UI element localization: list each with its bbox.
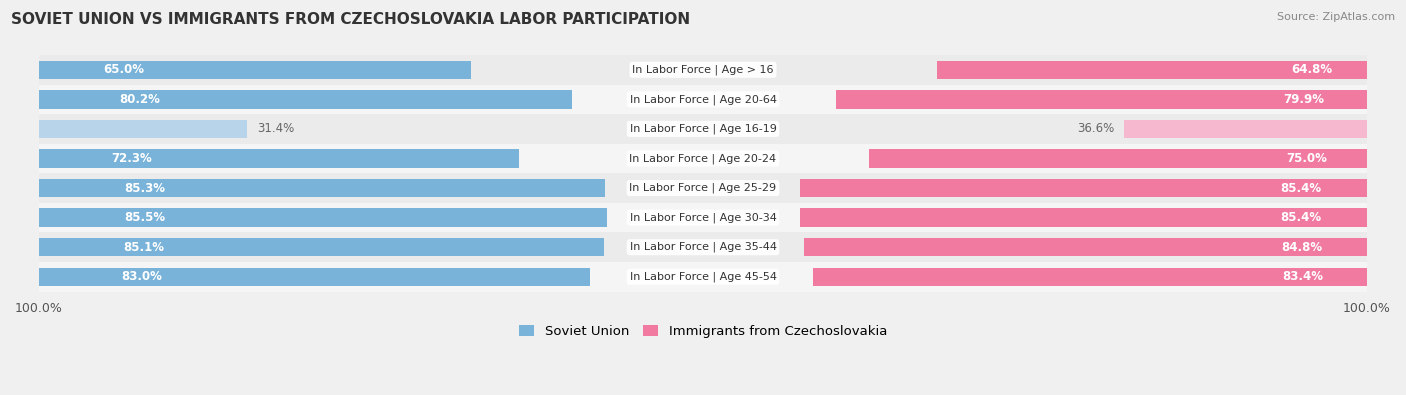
Bar	[936, 60, 1367, 79]
Bar	[39, 203, 1367, 232]
Bar	[39, 114, 1367, 144]
Bar	[39, 120, 247, 138]
Text: In Labor Force | Age 16-19: In Labor Force | Age 16-19	[630, 124, 776, 134]
Bar	[804, 238, 1367, 256]
Text: 79.9%: 79.9%	[1284, 93, 1324, 106]
Text: 85.5%: 85.5%	[124, 211, 166, 224]
Bar	[39, 232, 1367, 262]
Bar	[39, 209, 607, 227]
Bar	[1123, 120, 1367, 138]
Bar	[813, 267, 1367, 286]
Text: 36.6%: 36.6%	[1077, 122, 1114, 135]
Bar	[39, 90, 571, 109]
Legend: Soviet Union, Immigrants from Czechoslovakia: Soviet Union, Immigrants from Czechoslov…	[513, 320, 893, 343]
Text: 72.3%: 72.3%	[111, 152, 152, 165]
Text: Source: ZipAtlas.com: Source: ZipAtlas.com	[1277, 12, 1395, 22]
Text: SOVIET UNION VS IMMIGRANTS FROM CZECHOSLOVAKIA LABOR PARTICIPATION: SOVIET UNION VS IMMIGRANTS FROM CZECHOSL…	[11, 12, 690, 27]
Text: 85.1%: 85.1%	[124, 241, 165, 254]
Bar	[39, 60, 471, 79]
Bar	[39, 55, 1367, 85]
Text: In Labor Force | Age 20-64: In Labor Force | Age 20-64	[630, 94, 776, 105]
Text: 85.3%: 85.3%	[124, 182, 165, 195]
Bar	[869, 149, 1367, 167]
Text: In Labor Force | Age 35-44: In Labor Force | Age 35-44	[630, 242, 776, 252]
Text: 83.4%: 83.4%	[1282, 270, 1323, 283]
Bar	[39, 238, 605, 256]
Text: In Labor Force | Age 45-54: In Labor Force | Age 45-54	[630, 271, 776, 282]
Text: In Labor Force | Age > 16: In Labor Force | Age > 16	[633, 64, 773, 75]
Text: 84.8%: 84.8%	[1281, 241, 1322, 254]
Bar	[39, 179, 606, 197]
Text: 83.0%: 83.0%	[121, 270, 163, 283]
Text: 80.2%: 80.2%	[120, 93, 160, 106]
Text: 75.0%: 75.0%	[1286, 152, 1327, 165]
Text: 31.4%: 31.4%	[257, 122, 295, 135]
Bar	[39, 85, 1367, 114]
Text: 65.0%: 65.0%	[104, 63, 145, 76]
Bar	[39, 149, 519, 167]
Bar	[800, 209, 1367, 227]
Bar	[39, 267, 591, 286]
Text: In Labor Force | Age 25-29: In Labor Force | Age 25-29	[630, 183, 776, 193]
Text: 85.4%: 85.4%	[1281, 182, 1322, 195]
Text: 64.8%: 64.8%	[1292, 63, 1333, 76]
Bar	[39, 262, 1367, 292]
Bar	[800, 179, 1367, 197]
Bar	[837, 90, 1367, 109]
Bar	[39, 173, 1367, 203]
Bar	[39, 144, 1367, 173]
Text: 85.4%: 85.4%	[1281, 211, 1322, 224]
Text: In Labor Force | Age 30-34: In Labor Force | Age 30-34	[630, 213, 776, 223]
Text: In Labor Force | Age 20-24: In Labor Force | Age 20-24	[630, 153, 776, 164]
